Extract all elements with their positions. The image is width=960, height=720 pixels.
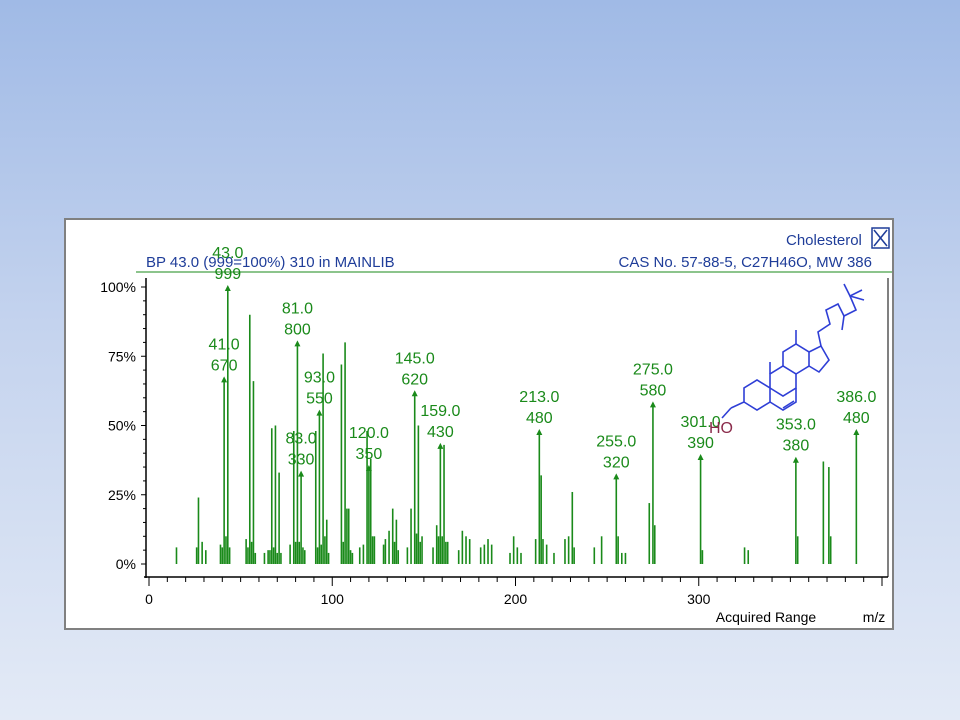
x-tick-label: 200 [504, 591, 528, 607]
peak-abundance-label: 550 [306, 391, 333, 408]
peak-marker [411, 390, 418, 397]
peak-mz-label: 145.0 [395, 350, 435, 367]
peak-marker [853, 429, 860, 436]
peak-marker [613, 473, 620, 480]
ring-a [730, 379, 771, 411]
peak-mz-label: 43.0 [212, 245, 243, 262]
bp-info: BP 43.0 (999=100%) 310 in MAINLIB [146, 254, 395, 271]
ring-d [808, 344, 830, 374]
ho-bond [721, 407, 732, 419]
y-tick-label: 50% [108, 418, 136, 434]
peak-marker [792, 456, 799, 463]
spectrum-window: Cholesterol BP 43.0 (999=100%) 310 in MA… [64, 218, 894, 630]
peak-abundance-label: 430 [427, 424, 454, 441]
side-chain [817, 289, 863, 347]
molecule-structure [721, 283, 865, 419]
peak-mz-label: 81.0 [282, 300, 313, 317]
spectrum-chart: Cholesterol BP 43.0 (999=100%) 310 in MA… [100, 227, 892, 625]
peak-marker [536, 429, 543, 436]
peak-marker [224, 285, 231, 291]
x-tick-label: 100 [321, 591, 345, 607]
peak-abundance-label: 580 [640, 382, 667, 399]
ring-b [769, 365, 797, 397]
peak-mz-label: 120.0 [349, 425, 389, 442]
peak-mz-label: 353.0 [776, 417, 816, 434]
peaks [175, 287, 858, 564]
peak-marker [365, 465, 372, 472]
peak-mz-label: 213.0 [519, 389, 559, 406]
x-tick-label: 300 [687, 591, 711, 607]
peak-abundance-label: 670 [211, 357, 238, 374]
close-box[interactable] [871, 227, 890, 249]
peak-abundance-label: 480 [843, 410, 870, 427]
peak-abundance-label: 800 [284, 321, 311, 338]
compound-name: Cholesterol [786, 232, 862, 249]
peak-mz-label: 386.0 [836, 389, 876, 406]
y-tick-label: 75% [108, 348, 136, 364]
ring-b-lower [769, 388, 797, 411]
peak-marker [437, 442, 444, 449]
peak-marker [298, 470, 305, 477]
peak-abundance-label: 330 [288, 452, 315, 469]
peak-mz-label: 41.0 [209, 336, 240, 353]
cas-info: CAS No. 57-88-5, C27H46O, MW 386 [619, 254, 872, 271]
y-tick-label: 0% [116, 556, 136, 572]
peak-labels: 999 43.0 670 41.0 800 81.0 550 93.0 330 83.0 350 12… [209, 245, 876, 480]
y-tick-label: 100% [100, 279, 136, 295]
peak-abundance-label: 350 [356, 446, 383, 463]
peak-abundance-label: 480 [526, 410, 553, 427]
y-ticks: 0% 25% 50% 75% 100% [100, 279, 146, 572]
peak-mz-label: 301.0 [681, 414, 721, 431]
x-tick-label: 0 [145, 591, 153, 607]
peak-mz-label: 255.0 [596, 433, 636, 450]
end-methyl-a [843, 283, 851, 297]
peak-marker [316, 409, 323, 416]
peak-abundance-label: 390 [687, 435, 714, 452]
y-tick-label: 25% [108, 487, 136, 503]
peak-abundance-label: 620 [401, 371, 428, 388]
peak-marker [294, 340, 301, 347]
acquired-range-label: Acquired Range [716, 609, 817, 625]
end-methyl-b [849, 295, 865, 301]
x-axis-label: m/z [863, 609, 886, 625]
peak-mz-label: 275.0 [633, 361, 673, 378]
peak-mz-label: 159.0 [420, 403, 460, 420]
x-ticks: 0 100 200 300 [145, 577, 883, 607]
close-icon-stroke-b [873, 229, 888, 247]
double-bond [782, 400, 795, 409]
ring-c [782, 343, 810, 375]
peak-abundance-label: 999 [214, 266, 241, 283]
peak-abundance-label: 320 [603, 454, 630, 471]
peak-mz-label: 83.0 [286, 431, 317, 448]
peak-mz-label: 93.0 [304, 370, 335, 387]
peak-marker [697, 453, 704, 460]
peak-marker [649, 401, 656, 408]
side-methyl [841, 315, 845, 331]
peak-marker [221, 376, 228, 383]
ho-label: HO [709, 420, 733, 437]
peak-abundance-label: 380 [783, 438, 810, 455]
